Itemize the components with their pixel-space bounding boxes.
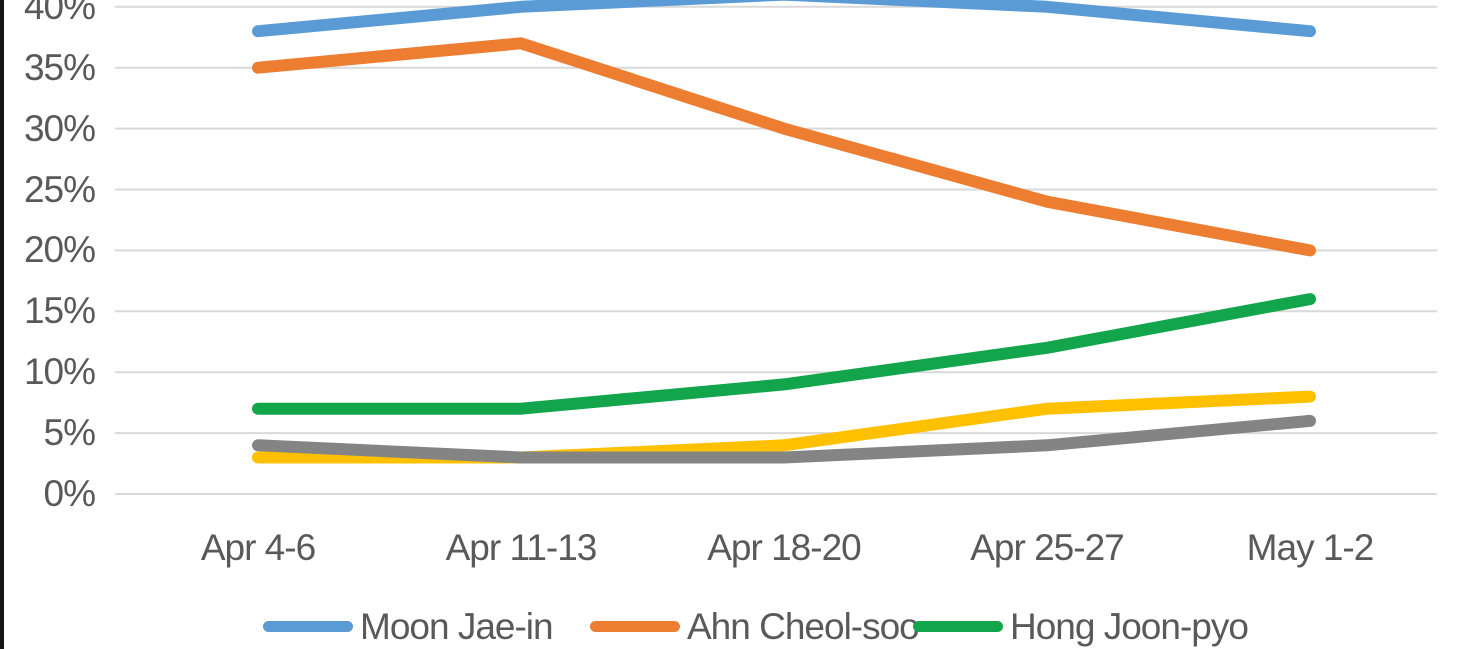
gridlines — [115, 5, 1437, 495]
y-axis-tick-label: 10% — [23, 351, 96, 393]
y-axis-tick-label: 15% — [23, 290, 96, 332]
legend-label: Ahn Cheol-soo — [687, 605, 920, 647]
y-axis-tick-label: 5% — [43, 412, 96, 454]
series-line-hong-joon-pyo — [252, 293, 1316, 415]
legend-label: Moon Jae-in — [360, 605, 554, 647]
x-axis-tick-label: Apr 4-6 — [200, 527, 316, 568]
x-axis-tick-label: Apr 11-13 — [445, 527, 598, 568]
legend-item-moon-jae-in: Moon Jae-in — [263, 604, 554, 649]
y-axis-tick-label: 20% — [23, 229, 96, 271]
x-axis-tick-label: May 1-2 — [1246, 527, 1375, 568]
left-edge-bar — [0, 0, 4, 649]
y-axis-tick-label: 40% — [23, 0, 96, 27]
chart-legend: Moon Jae-in Ahn Cheol-soo Hong Joon-pyo — [0, 604, 1484, 649]
legend-swatch-icon — [263, 621, 353, 632]
legend-item-hong-joon-pyo: Hong Joon-pyo — [913, 604, 1249, 649]
legend-swatch-icon — [913, 621, 1003, 632]
x-axis-tick-label: Apr 25-27 — [970, 527, 1125, 568]
legend-item-ahn-cheol-soo: Ahn Cheol-soo — [590, 604, 920, 649]
legend-swatch-icon — [590, 621, 680, 632]
series-lines — [252, 0, 1316, 464]
y-axis-tick-label: 25% — [23, 168, 96, 210]
legend-label: Hong Joon-pyo — [1010, 605, 1249, 647]
series-line-ahn-cheol-soo — [252, 37, 1316, 257]
y-axis-tick-label: 0% — [43, 473, 96, 514]
x-axis-tick-label: Apr 18-20 — [707, 527, 862, 568]
series-line-moon-jae-in — [252, 0, 1316, 38]
series-line-unlabeled-gray-series — [252, 414, 1316, 464]
y-axis-tick-label: 30% — [23, 107, 96, 149]
y-axis-tick-label: 35% — [23, 46, 96, 88]
